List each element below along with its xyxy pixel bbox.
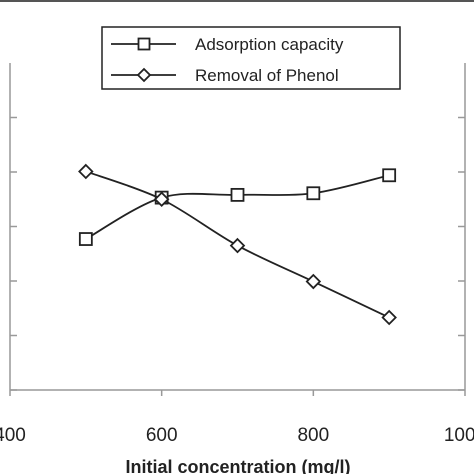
data-point-adsorption-capacity: [230, 187, 245, 202]
data-point-removal-of-phenol: [381, 309, 397, 326]
x-tick-label: 800: [297, 425, 329, 446]
data-point-removal-of-phenol: [305, 273, 322, 290]
x-tick-label: 1000: [444, 425, 474, 446]
legend-label-adsorption-capacity: Adsorption capacity: [195, 35, 344, 54]
legend: Adsorption capacity Removal of Phenol: [101, 26, 401, 90]
data-point-removal-of-phenol: [153, 191, 170, 208]
x-tick-label: 400: [0, 425, 26, 446]
data-point-removal-of-phenol: [78, 163, 94, 180]
legend-diamond-marker: [136, 67, 152, 83]
legend-label-removal-of-phenol: Removal of Phenol: [195, 66, 339, 85]
data-point-adsorption-capacity: [382, 168, 397, 183]
data-point-adsorption-capacity: [78, 232, 93, 246]
series-line-adsorption-capacity: [85, 174, 390, 240]
x-axis-title: Initial concentration (mg/l): [125, 457, 350, 474]
legend-square-marker: [137, 37, 151, 51]
data-point-adsorption-capacity: [306, 186, 321, 201]
x-tick-label: 600: [146, 425, 178, 446]
data-point-removal-of-phenol: [229, 237, 246, 254]
legend-box: [101, 26, 401, 90]
